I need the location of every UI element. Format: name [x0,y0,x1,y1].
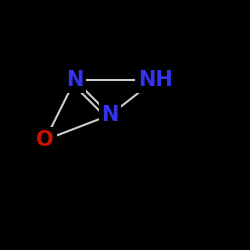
Text: O: O [36,130,54,150]
Text: N: N [101,105,119,125]
Text: NH: NH [138,70,172,90]
Text: N: N [66,70,84,90]
